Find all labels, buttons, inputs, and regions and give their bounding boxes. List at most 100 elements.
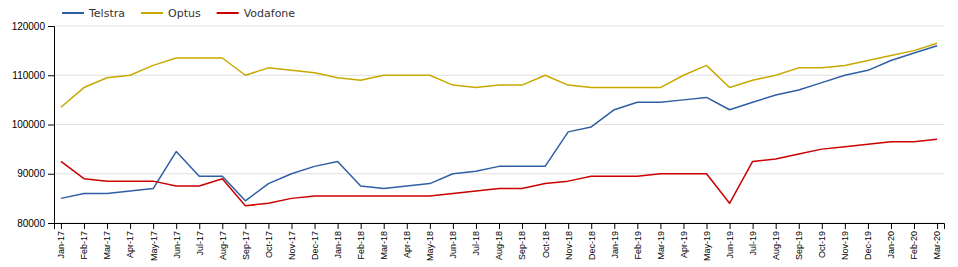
x-tick: Feb-17 bbox=[79, 223, 89, 260]
x-tick-mark bbox=[84, 223, 85, 229]
x-tick-mark bbox=[545, 223, 546, 229]
x-tick-mark bbox=[591, 223, 592, 229]
y-tick-mark bbox=[48, 174, 54, 175]
x-tick-label: Jun-19 bbox=[725, 231, 735, 259]
x-tick-label: Mar-17 bbox=[102, 231, 112, 260]
x-tick-mark bbox=[245, 223, 246, 229]
x-tick-mark bbox=[822, 223, 823, 229]
x-tick: Oct-18 bbox=[540, 223, 550, 258]
y-tick-label: 110000 bbox=[12, 70, 45, 81]
x-tick: Jan-19 bbox=[610, 223, 620, 259]
x-tick-label: Sep-17 bbox=[241, 231, 251, 260]
x-tick-mark bbox=[937, 223, 938, 229]
x-tick-label: Nov-19 bbox=[840, 231, 850, 260]
x-tick-label: Jun-18 bbox=[448, 231, 458, 259]
y-tick: 80000 bbox=[17, 218, 54, 229]
x-tick-label: Feb-19 bbox=[633, 231, 643, 260]
x-tick-label: Jan-18 bbox=[333, 231, 343, 259]
x-tick: Jan-20 bbox=[886, 223, 896, 259]
x-tick-mark bbox=[338, 223, 339, 229]
x-tick-label: Aug-18 bbox=[494, 231, 504, 260]
x-tick-label: May-18 bbox=[425, 231, 435, 261]
x-tick-label: Nov-18 bbox=[564, 231, 574, 260]
x-tick-mark bbox=[291, 223, 292, 229]
x-tick: Jul-18 bbox=[471, 223, 481, 256]
plot: 8000090000100000110000120000Jan-17Feb-17… bbox=[12, 21, 945, 261]
x-tick-mark bbox=[845, 223, 846, 229]
chart: 8000090000100000110000120000Jan-17Feb-17… bbox=[0, 0, 958, 267]
x-tick-label: Dec-19 bbox=[863, 231, 873, 260]
x-tick-mark bbox=[153, 223, 154, 229]
x-tick: Oct-17 bbox=[264, 223, 274, 258]
x-tick-label: Mar-19 bbox=[656, 231, 666, 260]
grid-line bbox=[54, 173, 944, 174]
x-tick-mark bbox=[430, 223, 431, 229]
x-tick-label: Jan-19 bbox=[610, 231, 620, 259]
x-tick-mark bbox=[614, 223, 615, 229]
x-tick-mark bbox=[199, 223, 200, 229]
legend-swatch bbox=[141, 12, 163, 14]
x-tick: Sep-17 bbox=[241, 223, 251, 260]
x-tick-mark bbox=[107, 223, 108, 229]
x-tick-label: Sep-18 bbox=[517, 231, 527, 260]
y-tick-label: 80000 bbox=[17, 218, 45, 229]
x-tick: May-18 bbox=[425, 223, 435, 261]
x-tick-mark bbox=[130, 223, 131, 229]
y-tick: 110000 bbox=[12, 70, 54, 81]
x-tick: Oct-19 bbox=[817, 223, 827, 258]
x-tick: Dec-18 bbox=[587, 223, 597, 260]
x-tick-label: Mar-18 bbox=[379, 231, 389, 260]
x-tick-label: Jul-19 bbox=[748, 231, 758, 256]
x-tick-label: Jul-18 bbox=[471, 231, 481, 256]
grid bbox=[54, 26, 944, 223]
x-axis-line bbox=[55, 224, 945, 230]
y-tick: 100000 bbox=[12, 119, 54, 130]
x-tick: May-17 bbox=[149, 223, 159, 261]
legend-label: Vodafone bbox=[244, 7, 296, 20]
y-tick-label: 120000 bbox=[12, 21, 46, 32]
x-tick-mark bbox=[776, 223, 777, 229]
x-tick-label: Aug-17 bbox=[218, 231, 228, 260]
x-tick: Sep-18 bbox=[517, 223, 527, 260]
x-tick: Jan-18 bbox=[333, 223, 343, 259]
y-tick-mark bbox=[48, 75, 54, 76]
x-tick: Jul-19 bbox=[748, 223, 758, 256]
x-tick: Dec-17 bbox=[310, 223, 320, 260]
y-axis-line bbox=[48, 27, 55, 224]
x-tick-label: Jan-17 bbox=[56, 231, 66, 259]
x-tick-label: Feb-17 bbox=[79, 231, 89, 260]
x-tick: Jun-18 bbox=[448, 223, 458, 259]
x-tick-mark bbox=[499, 223, 500, 229]
x-tick: Apr-18 bbox=[402, 223, 412, 258]
x-tick-mark bbox=[268, 223, 269, 229]
x-tick: Mar-17 bbox=[102, 223, 112, 260]
x-tick: Mar-20 bbox=[932, 223, 942, 260]
x-tick: Apr-19 bbox=[679, 223, 689, 258]
legend-item: Telstra bbox=[62, 7, 125, 20]
y-tick-mark bbox=[48, 223, 54, 224]
x-tick-mark bbox=[453, 223, 454, 229]
x-tick-label: Oct-17 bbox=[264, 231, 274, 258]
series-line bbox=[61, 43, 937, 107]
x-tick: May-19 bbox=[702, 223, 712, 261]
x-tick-mark bbox=[891, 223, 892, 229]
x-tick: Apr-17 bbox=[125, 223, 135, 258]
x-tick-mark bbox=[568, 223, 569, 229]
x-tick: Jan-17 bbox=[56, 223, 66, 259]
x-tick-label: Nov-17 bbox=[287, 231, 297, 260]
y-tick-mark bbox=[48, 125, 54, 126]
x-tick: Aug-18 bbox=[494, 223, 504, 260]
x-tick: Sep-19 bbox=[794, 223, 804, 260]
x-tick: Dec-19 bbox=[863, 223, 873, 260]
grid-line bbox=[54, 26, 944, 27]
grid-line bbox=[54, 124, 944, 125]
x-tick: Nov-17 bbox=[287, 223, 297, 260]
x-tick-mark bbox=[176, 223, 177, 229]
x-axis: Jan-17 Feb-17 Mar-17 Apr-17 May-17 Jun-17 Jul-… bbox=[55, 223, 945, 261]
x-tick-mark bbox=[660, 223, 661, 229]
y-axis: 8000090000100000110000120000 bbox=[12, 21, 55, 229]
grid-line bbox=[54, 75, 944, 76]
legend-label: Optus bbox=[168, 7, 201, 20]
x-tick-label: Jun-17 bbox=[172, 231, 182, 259]
x-tick-mark bbox=[683, 223, 684, 229]
